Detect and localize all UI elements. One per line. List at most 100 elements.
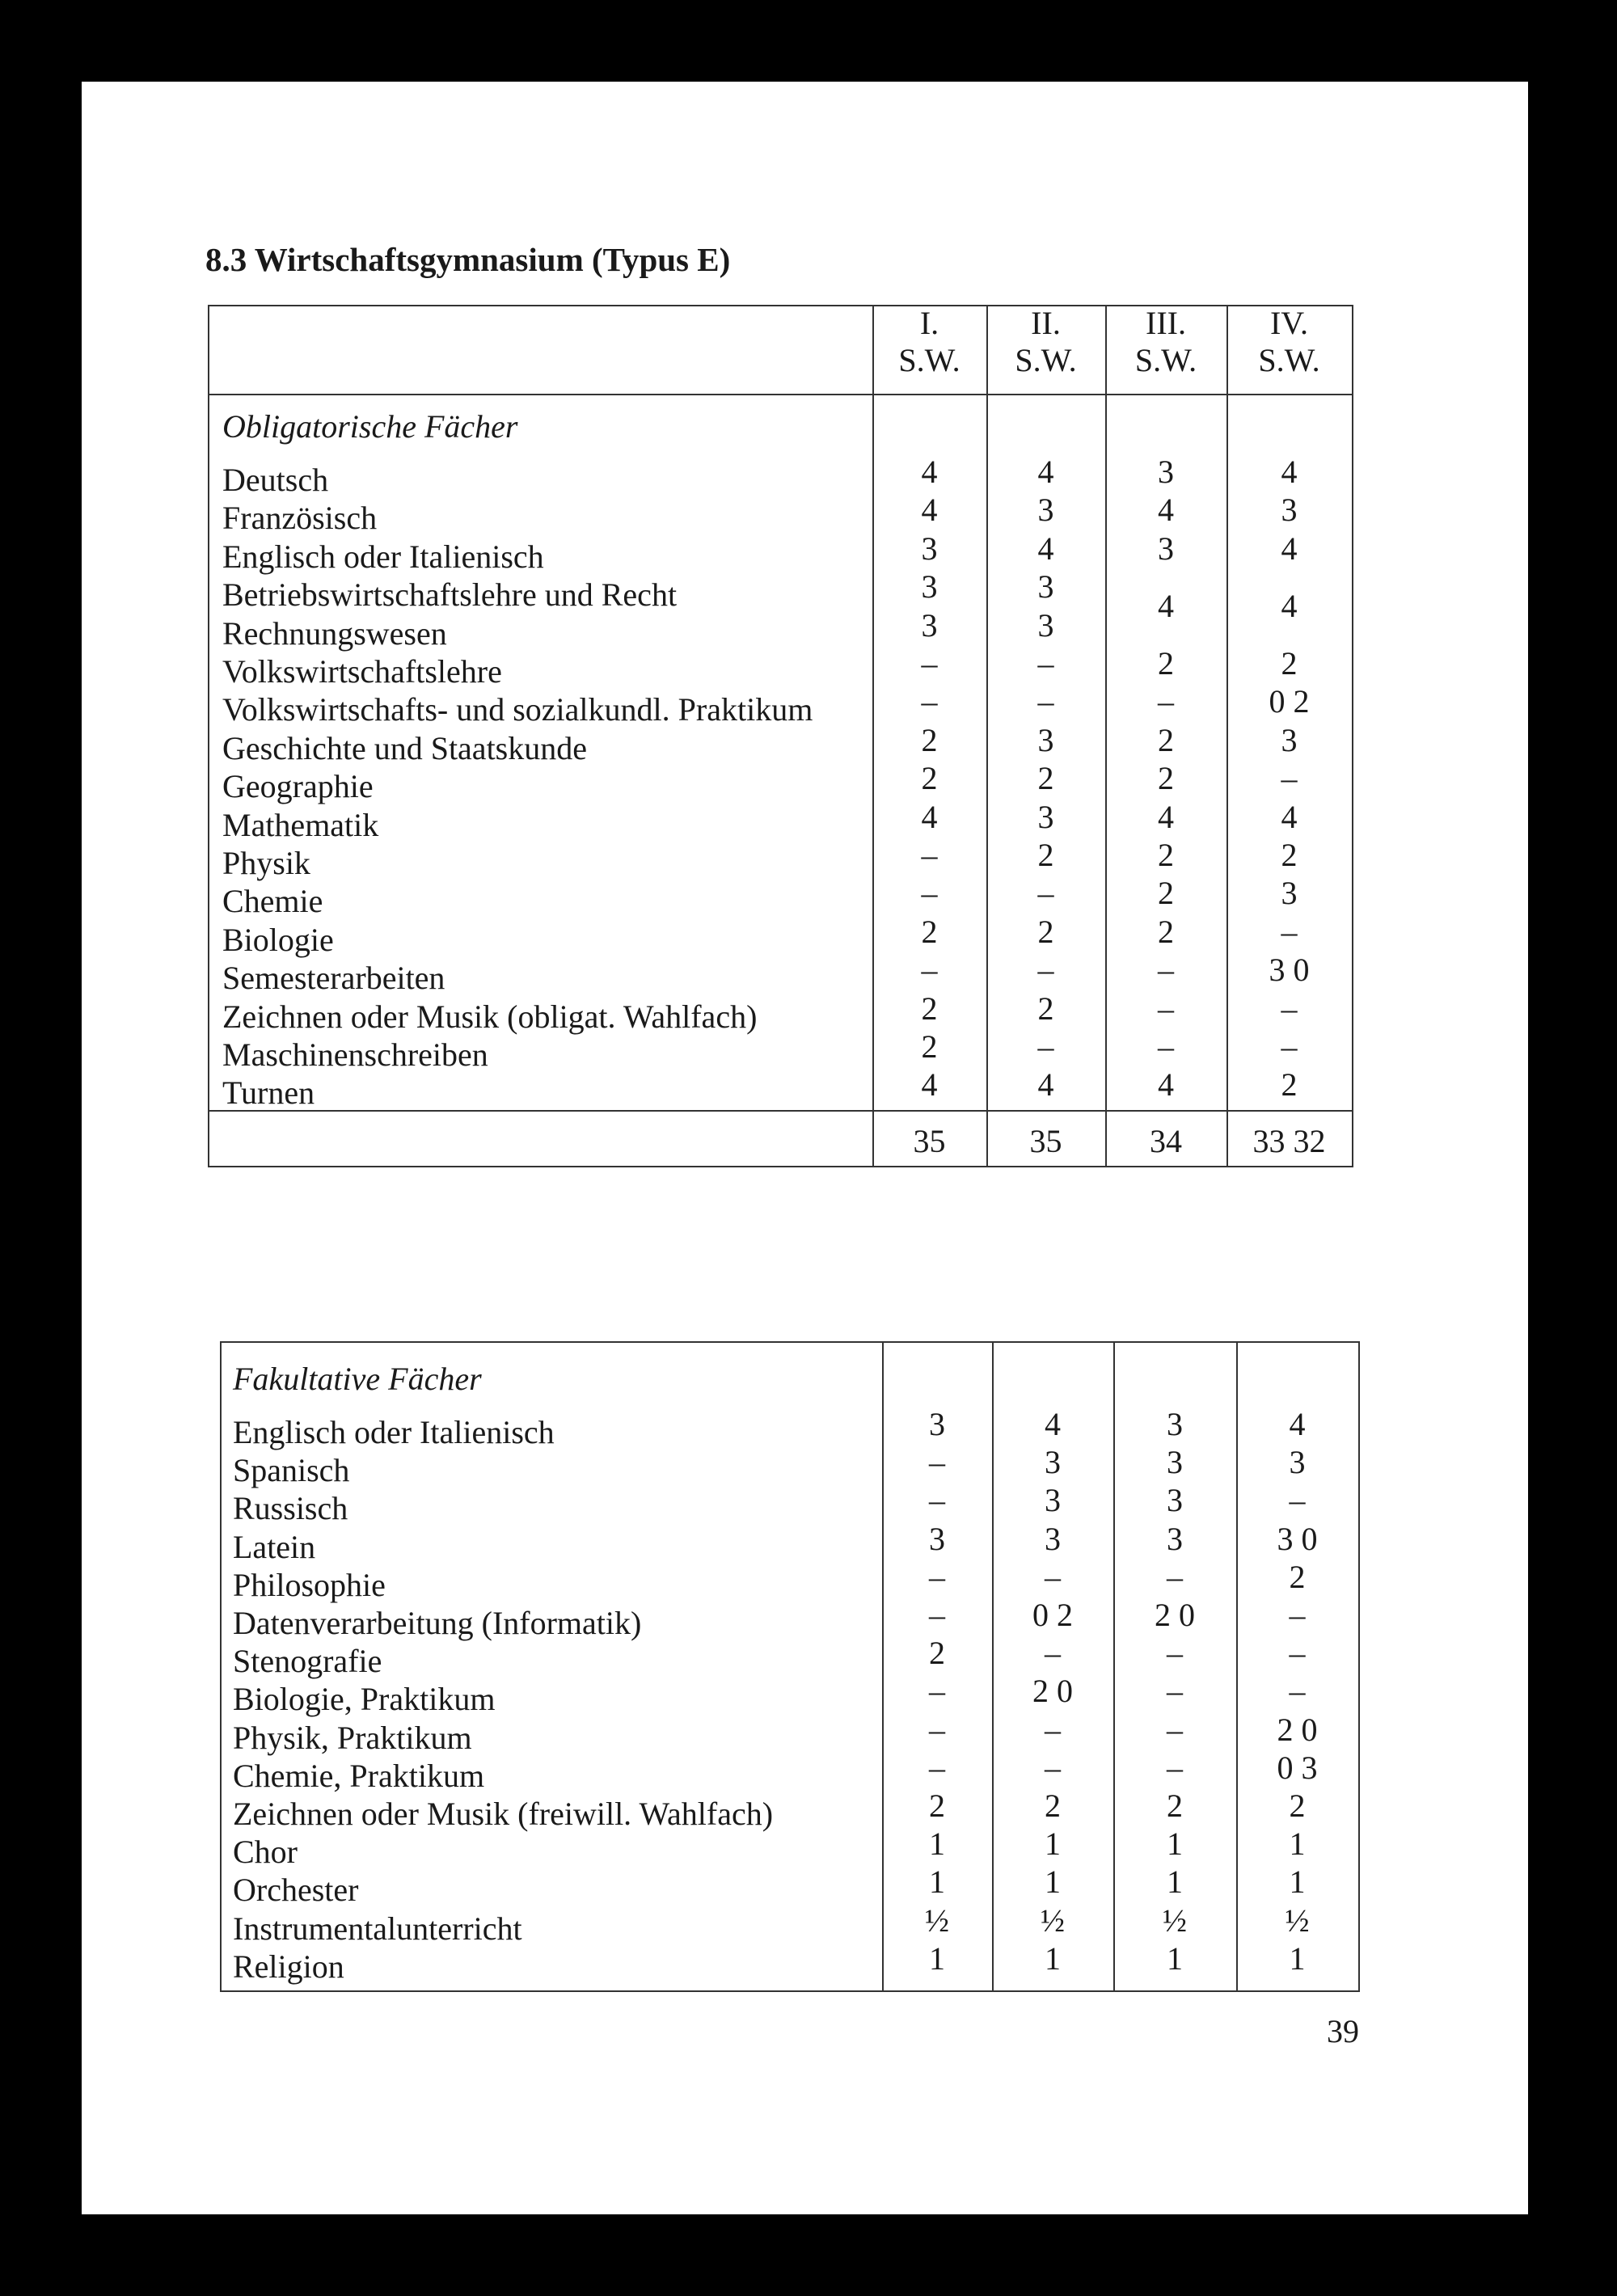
hours-value: –: [1281, 1028, 1298, 1065]
hours-value: –: [1037, 683, 1054, 720]
hours-value: 3: [1045, 1482, 1061, 1519]
subject-name: Physik: [222, 845, 310, 881]
hours-value: 3: [1037, 721, 1054, 758]
column-divider: [1113, 1343, 1115, 1990]
hours-value: –: [1045, 1711, 1061, 1748]
hours-value: 2: [1037, 990, 1054, 1027]
hours-value: –: [1158, 683, 1174, 720]
hours-value: 3: [921, 530, 938, 567]
hours-value: 3: [921, 606, 938, 644]
hours-value: –: [1281, 913, 1298, 950]
subject-name: Deutsch: [222, 462, 329, 498]
section-heading: Obligatorische Fächer: [222, 408, 518, 445]
hours-value: –: [1167, 1673, 1183, 1710]
hours-value: ½: [925, 1901, 949, 1939]
hours-value: –: [1158, 1028, 1174, 1065]
hours-value: 0 2: [1269, 683, 1310, 720]
hours-value: 3: [1281, 875, 1298, 912]
hours-value: –: [929, 1597, 945, 1633]
subject-name: Biologie: [222, 921, 334, 958]
hours-value: 2: [1037, 760, 1054, 797]
hours-value: 2 0: [1032, 1673, 1073, 1710]
hours-value: –: [1281, 990, 1298, 1027]
hours-value: –: [929, 1482, 945, 1519]
subject-name: Latein: [233, 1528, 316, 1565]
hours-value: –: [1289, 1673, 1306, 1710]
subject-name: Englisch oder Italienisch: [222, 538, 544, 575]
hours-value: 3: [1037, 798, 1054, 835]
hours-value: –: [1281, 760, 1298, 797]
hours-value: 1: [1289, 1863, 1306, 1901]
column-divider: [1105, 306, 1107, 1166]
hours-value: 2: [921, 721, 938, 758]
hours-value: 2: [1289, 1558, 1306, 1595]
subject-name: Englisch oder Italienisch: [233, 1414, 555, 1450]
hours-value: 1: [1045, 1863, 1061, 1901]
column-divider: [992, 1343, 994, 1990]
hours-value: 1: [929, 1825, 945, 1863]
hours-value: 3: [929, 1520, 945, 1557]
hours-value: –: [1158, 952, 1174, 989]
column-divider: [986, 306, 988, 1166]
hours-value: 3: [1167, 1406, 1183, 1442]
hours-value: –: [1167, 1635, 1183, 1672]
subject-name: Religion: [233, 1948, 344, 1985]
hours-value: 1: [1167, 1863, 1183, 1901]
hours-value: 4: [1281, 530, 1298, 567]
hours-value: 3: [1037, 606, 1054, 644]
subject-name: Geographie: [222, 768, 374, 805]
hours-value: 1: [1167, 1825, 1183, 1863]
subject-name: Orchester: [233, 1872, 359, 1909]
hours-value: 4: [1158, 1066, 1174, 1104]
hours-value: –: [929, 1444, 945, 1481]
hours-value: 2: [1037, 913, 1054, 950]
subject-name: Physik, Praktikum: [233, 1719, 472, 1756]
hours-value: 3: [1281, 721, 1298, 758]
subject-name: Turnen: [222, 1074, 315, 1112]
hours-value: 3: [921, 568, 938, 606]
column-divider: [882, 1343, 884, 1990]
column-header-unit: S.W.: [1015, 342, 1077, 378]
hours-value: 2: [1158, 645, 1174, 682]
obligatory-subjects-table: I. S.W. II. S.W. III. S.W. IV. S.W. Obligatorisc…: [208, 305, 1353, 1167]
hours-value: 1: [929, 1863, 945, 1901]
hours-value: –: [1045, 1749, 1061, 1786]
hours-value: 3: [1281, 492, 1298, 529]
hours-value: –: [1037, 952, 1054, 989]
hours-value: 3: [1289, 1444, 1306, 1481]
hours-value: –: [1037, 645, 1054, 682]
hours-value: –: [921, 683, 938, 720]
hours-value: 3: [1167, 1444, 1183, 1481]
hours-value: 2: [929, 1635, 945, 1672]
subject-name: Spanisch: [233, 1452, 350, 1489]
hours-value: 2: [1158, 721, 1174, 758]
hours-value: 2: [1158, 760, 1174, 797]
hours-value: 1: [1289, 1825, 1306, 1863]
hours-value: 3: [929, 1406, 945, 1442]
column-header-roman: IV.: [1269, 305, 1309, 341]
subject-name: Geschichte und Staatskunde: [222, 729, 587, 766]
column-header-roman: III.: [1146, 305, 1186, 341]
subject-name: Biologie, Praktikum: [233, 1681, 496, 1718]
hours-value: –: [1045, 1558, 1061, 1595]
hours-value: 3: [1037, 492, 1054, 529]
subject-name: Chor: [233, 1834, 298, 1871]
hours-value: 3: [1045, 1520, 1061, 1557]
hours-value: 2: [1158, 875, 1174, 912]
hours-value: –: [1167, 1749, 1183, 1786]
hours-value: –: [921, 952, 938, 989]
hours-value: –: [929, 1558, 945, 1595]
hours-value: 4: [1037, 454, 1054, 490]
hours-value: –: [1167, 1711, 1183, 1748]
column-header-unit: S.W.: [1258, 342, 1320, 378]
column-header-roman: II.: [1031, 305, 1061, 341]
hours-value: 2: [1281, 645, 1298, 682]
hours-value: 2: [1281, 1066, 1298, 1104]
hours-value: 4: [921, 492, 938, 529]
hours-value: 4: [1281, 588, 1298, 625]
subject-name: Chemie, Praktikum: [233, 1757, 485, 1794]
hours-value: 2: [921, 1028, 938, 1065]
subject-name: Zeichnen oder Musik (freiwill. Wahlfach): [233, 1796, 774, 1832]
hours-value: –: [1045, 1635, 1061, 1672]
subject-name: Volkswirtschafts- und sozialkundl. Prakt…: [222, 691, 813, 728]
